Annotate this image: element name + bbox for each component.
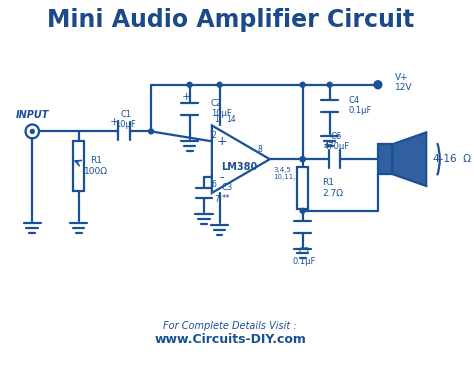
Text: -: -	[219, 170, 224, 183]
Text: INPUT: INPUT	[16, 110, 49, 120]
Text: +: +	[109, 117, 119, 127]
Circle shape	[300, 208, 305, 213]
Circle shape	[374, 81, 382, 89]
Text: +: +	[216, 135, 227, 148]
Text: C1
10μF: C1 10μF	[116, 110, 137, 129]
Text: 3,4,5
10,11,12: 3,4,5 10,11,12	[273, 166, 305, 180]
Text: V+
12V: V+ 12V	[395, 73, 413, 93]
Text: 1: 1	[214, 115, 219, 124]
Text: For Complete Details Visit :: For Complete Details Visit :	[164, 321, 297, 331]
Bar	[73, 141, 84, 191]
Bar	[297, 167, 309, 209]
Text: C6
470μF: C6 470μF	[323, 132, 349, 151]
Text: LM380: LM380	[221, 162, 257, 172]
Text: +: +	[323, 140, 332, 150]
Text: R1
100Ω: R1 100Ω	[84, 156, 108, 176]
Circle shape	[300, 82, 305, 87]
Circle shape	[300, 157, 305, 162]
Text: C3
**: C3 **	[221, 183, 233, 203]
Text: R1
2.7Ω: R1 2.7Ω	[322, 178, 343, 198]
Circle shape	[149, 129, 154, 134]
Text: +: +	[182, 92, 191, 102]
Text: 4-16  Ω: 4-16 Ω	[433, 154, 471, 164]
Bar	[378, 144, 392, 174]
Text: C5
0.1μF: C5 0.1μF	[293, 247, 316, 266]
Text: Mini Audio Amplifier Circuit: Mini Audio Amplifier Circuit	[46, 8, 414, 32]
Polygon shape	[392, 132, 426, 186]
Circle shape	[300, 157, 305, 162]
Text: C4
0.1μF: C4 0.1μF	[349, 96, 373, 115]
Text: 7: 7	[214, 195, 219, 204]
Text: www.Circuits-DIY.com: www.Circuits-DIY.com	[154, 333, 306, 346]
Circle shape	[30, 130, 34, 133]
Circle shape	[187, 82, 192, 87]
Text: 14: 14	[227, 115, 236, 124]
Text: 2: 2	[211, 131, 216, 140]
Circle shape	[217, 82, 222, 87]
Text: 8: 8	[258, 145, 263, 154]
Text: 6: 6	[211, 179, 216, 189]
Circle shape	[327, 82, 332, 87]
Text: C2
10μF: C2 10μF	[211, 99, 232, 118]
